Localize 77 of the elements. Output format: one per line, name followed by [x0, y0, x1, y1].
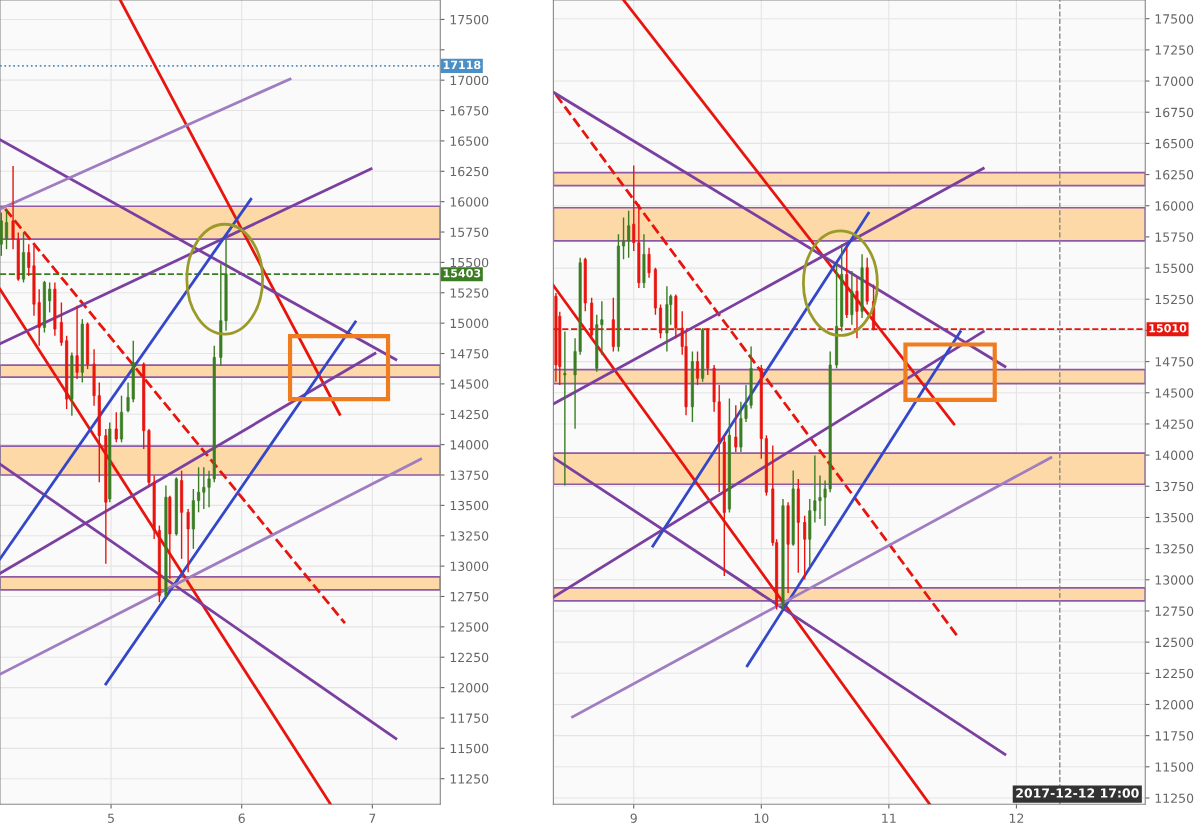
- y-tick-label: 12750: [450, 591, 489, 602]
- y-tick-label: 16750: [1155, 107, 1194, 118]
- y-tick-label: 13000: [450, 561, 489, 572]
- y-tick-label: 11500: [1155, 762, 1194, 772]
- candlestick: [0, 211, 3, 257]
- y-tick-label: 17500: [450, 14, 489, 25]
- y-tick-label: 11250: [1155, 793, 1194, 803]
- candlestick: [622, 216, 626, 261]
- y-tick-label: 16000: [450, 197, 489, 207]
- y-tick-label: 13250: [1155, 544, 1194, 554]
- ref-line-label: 17118: [443, 60, 481, 70]
- y-tick-label: 17000: [1155, 76, 1194, 86]
- candlestick: [59, 301, 63, 347]
- candlestick: [563, 330, 567, 487]
- candlestick: [696, 350, 700, 386]
- x-tick-label: 11: [882, 813, 896, 823]
- x-tick-label: 9: [630, 813, 637, 823]
- y-tick-label: 11500: [450, 743, 489, 754]
- y-tick-label: 14250: [450, 409, 489, 420]
- y-tick-label: 15750: [1155, 232, 1194, 242]
- candlestick: [647, 246, 651, 279]
- candlestick: [186, 508, 190, 573]
- y-tick-label: 15750: [450, 227, 489, 237]
- y-tick-label: 13000: [1155, 575, 1194, 585]
- y-tick-label: 12250: [450, 652, 489, 663]
- y-tick-label: 16000: [1155, 201, 1194, 211]
- x-tick-label: 10: [754, 813, 769, 823]
- x-tick-label: 7: [369, 813, 376, 823]
- y-tick-label: 15500: [450, 257, 489, 268]
- y-tick-label: 16250: [450, 166, 489, 177]
- candlestick: [197, 466, 201, 513]
- y-tick-label: 13750: [1155, 481, 1194, 492]
- y-tick-label: 16500: [1155, 138, 1194, 149]
- y-tick-label: 12500: [450, 622, 489, 632]
- y-tick-label: 12500: [1155, 637, 1194, 648]
- annotation: 2017-12-12 17:00: [1016, 788, 1139, 798]
- candlestick: [5, 208, 9, 250]
- y-tick-label: 14500: [1155, 388, 1194, 398]
- y-tick-label: 12250: [1155, 668, 1194, 679]
- y-tick-label: 14750: [450, 348, 489, 359]
- y-tick-label: 11750: [1155, 731, 1194, 741]
- y-tick-label: 12750: [1155, 606, 1194, 616]
- x-tick-label: 12: [1009, 813, 1024, 823]
- ref-line-label: 15010: [1149, 323, 1187, 333]
- y-tick-label: 13500: [1155, 512, 1194, 523]
- y-tick-label: 14750: [1155, 357, 1194, 367]
- candlestick: [803, 515, 807, 581]
- candlestick: [48, 281, 52, 314]
- y-tick-label: 11750: [450, 713, 489, 723]
- x-tick-label: 6: [238, 813, 245, 823]
- y-tick-label: 16500: [450, 136, 489, 146]
- y-tick-label: 12000: [1155, 699, 1194, 710]
- y-tick-label: 15000: [450, 318, 489, 329]
- y-tick-label: 16750: [450, 106, 489, 116]
- y-tick-label: 13250: [450, 531, 489, 541]
- y-tick-label: 13500: [450, 500, 489, 511]
- y-tick-label: 12000: [450, 683, 489, 693]
- y-tick-label: 14000: [1155, 450, 1194, 461]
- candlestick: [850, 270, 854, 326]
- y-tick-label: 14000: [450, 440, 489, 450]
- y-tick-label: 13750: [450, 470, 489, 480]
- candlestick: [114, 411, 118, 444]
- y-tick-label: 17250: [1155, 45, 1194, 55]
- y-tick-label: 14500: [450, 379, 489, 389]
- candlestick: [75, 305, 79, 380]
- candlestick: [627, 210, 631, 259]
- y-tick-label: 17500: [1155, 14, 1194, 24]
- candlestick: [734, 404, 738, 453]
- y-tick-label: 15250: [1155, 294, 1194, 305]
- y-tick-label: 17000: [450, 75, 489, 86]
- ref-line-label: 15403: [443, 269, 481, 278]
- y-tick-label: 16250: [1155, 170, 1194, 180]
- x-tick-label: 5: [108, 813, 114, 823]
- y-tick-label: 15500: [1155, 263, 1194, 273]
- y-tick-label: 14250: [1155, 419, 1194, 429]
- y-tick-label: 15250: [450, 288, 489, 298]
- y-tick-label: 11250: [450, 774, 489, 784]
